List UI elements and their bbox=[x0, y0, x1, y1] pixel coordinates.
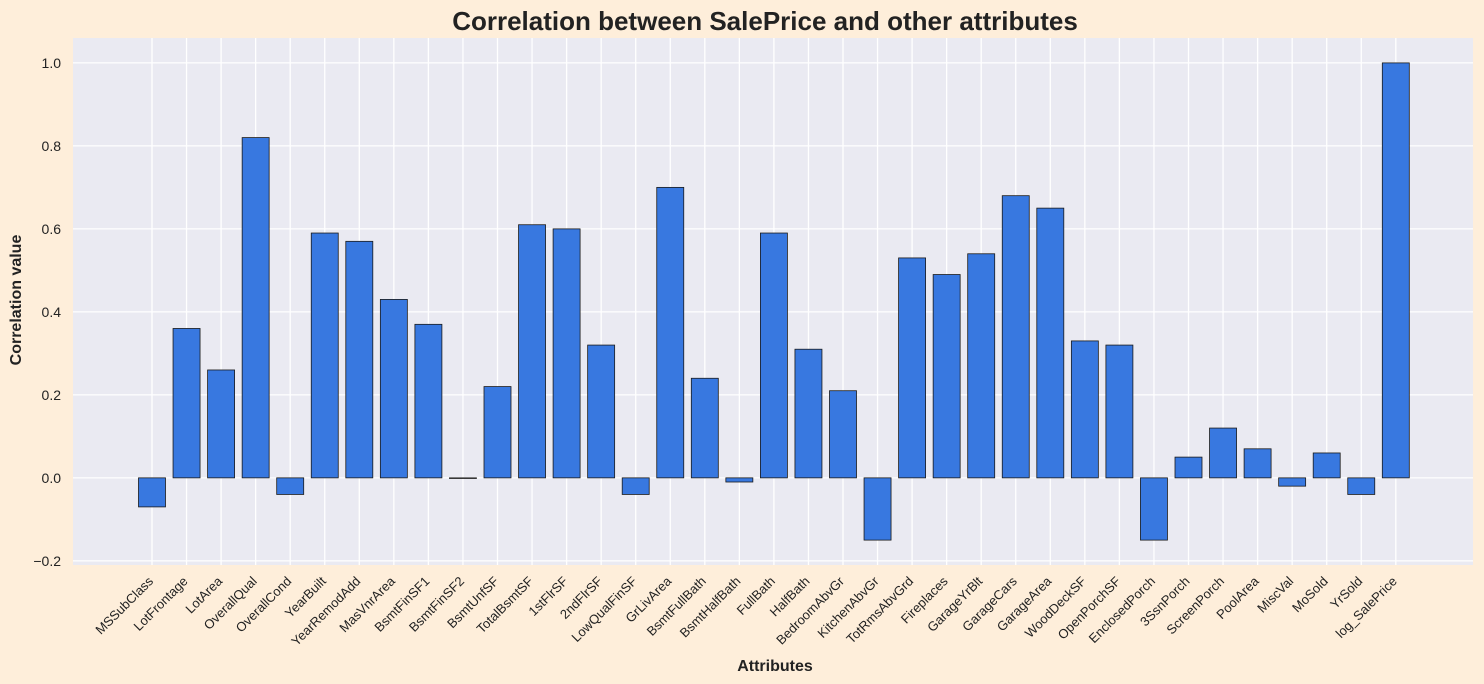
bar-bsmtfullbath bbox=[690, 377, 719, 479]
bar-bsmtfinsf2 bbox=[449, 477, 477, 479]
bar-bsmthalfbath bbox=[725, 477, 754, 483]
bar-enclosedporch bbox=[1140, 477, 1168, 541]
x-tick-labels: MSSubClassLotFrontageLotAreaOverallQualO… bbox=[92, 573, 1400, 649]
bar-overallcond bbox=[276, 477, 305, 495]
bar-mssubclass bbox=[138, 477, 166, 508]
bar-kitchenabvgr bbox=[863, 477, 892, 541]
bar-lowqualfinsf bbox=[621, 477, 650, 495]
y-tick-label: 0.0 bbox=[42, 470, 62, 486]
x-tick-label: log_SalePrice bbox=[1333, 574, 1400, 641]
bar-miscval bbox=[1278, 477, 1307, 487]
bar-lotfrontage bbox=[172, 328, 201, 479]
bar-1stflrsf bbox=[552, 228, 581, 479]
bar-totrmsabvgrd bbox=[898, 257, 926, 479]
bar-screenporch bbox=[1209, 427, 1237, 479]
bar-yrsold bbox=[1347, 477, 1376, 495]
bar-masvnrarea bbox=[379, 299, 408, 479]
bar-overallqual bbox=[241, 137, 270, 479]
bar-lotarea bbox=[207, 369, 236, 479]
bar-3ssnporch bbox=[1174, 456, 1203, 479]
y-tick-label: 0.8 bbox=[42, 138, 62, 154]
bar-log-saleprice bbox=[1381, 62, 1410, 479]
bar-bsmtfinsf1 bbox=[414, 323, 443, 479]
bar-yearbuilt bbox=[310, 232, 339, 479]
bar-garagecars bbox=[1001, 195, 1030, 479]
bar-openporchsf bbox=[1105, 344, 1134, 479]
bar-garageyrblt bbox=[967, 253, 996, 479]
bar-bsmtunfsf bbox=[483, 386, 512, 479]
y-tick-label: 0.4 bbox=[42, 304, 62, 320]
bar-grlivarea bbox=[656, 186, 685, 479]
bar-halfbath bbox=[794, 348, 823, 479]
y-tick-label: 1.0 bbox=[42, 55, 62, 71]
y-tick-label: 0.2 bbox=[42, 387, 62, 403]
bar-yearremodadd bbox=[345, 240, 374, 479]
bar-fireplaces bbox=[932, 274, 961, 479]
x-axis-label: Attributes bbox=[737, 658, 813, 675]
y-axis-label: Correlation value bbox=[8, 235, 25, 366]
y-tick-labels: −0.2 0.0 0.2 0.4 0.6 0.8 1.0 bbox=[33, 55, 61, 569]
bar-2ndflrsf bbox=[587, 344, 616, 479]
x-tick-label: MiscVal bbox=[1254, 573, 1296, 615]
bar-mosold bbox=[1312, 452, 1341, 479]
bar-garagearea bbox=[1036, 207, 1065, 479]
x-tick-label: MoSold bbox=[1289, 574, 1331, 616]
bar-fullbath bbox=[760, 232, 788, 479]
bar-totalbsmtsf bbox=[518, 224, 546, 479]
bar-bedroomabvgr bbox=[829, 390, 857, 479]
y-tick-label: 0.6 bbox=[42, 221, 62, 237]
bar-wooddecksf bbox=[1070, 340, 1099, 479]
bar-poolarea bbox=[1243, 448, 1272, 479]
bars bbox=[138, 62, 1410, 541]
y-tick-label: −0.2 bbox=[33, 553, 61, 569]
chart-title: Correlation between SalePrice and other … bbox=[452, 6, 1078, 36]
